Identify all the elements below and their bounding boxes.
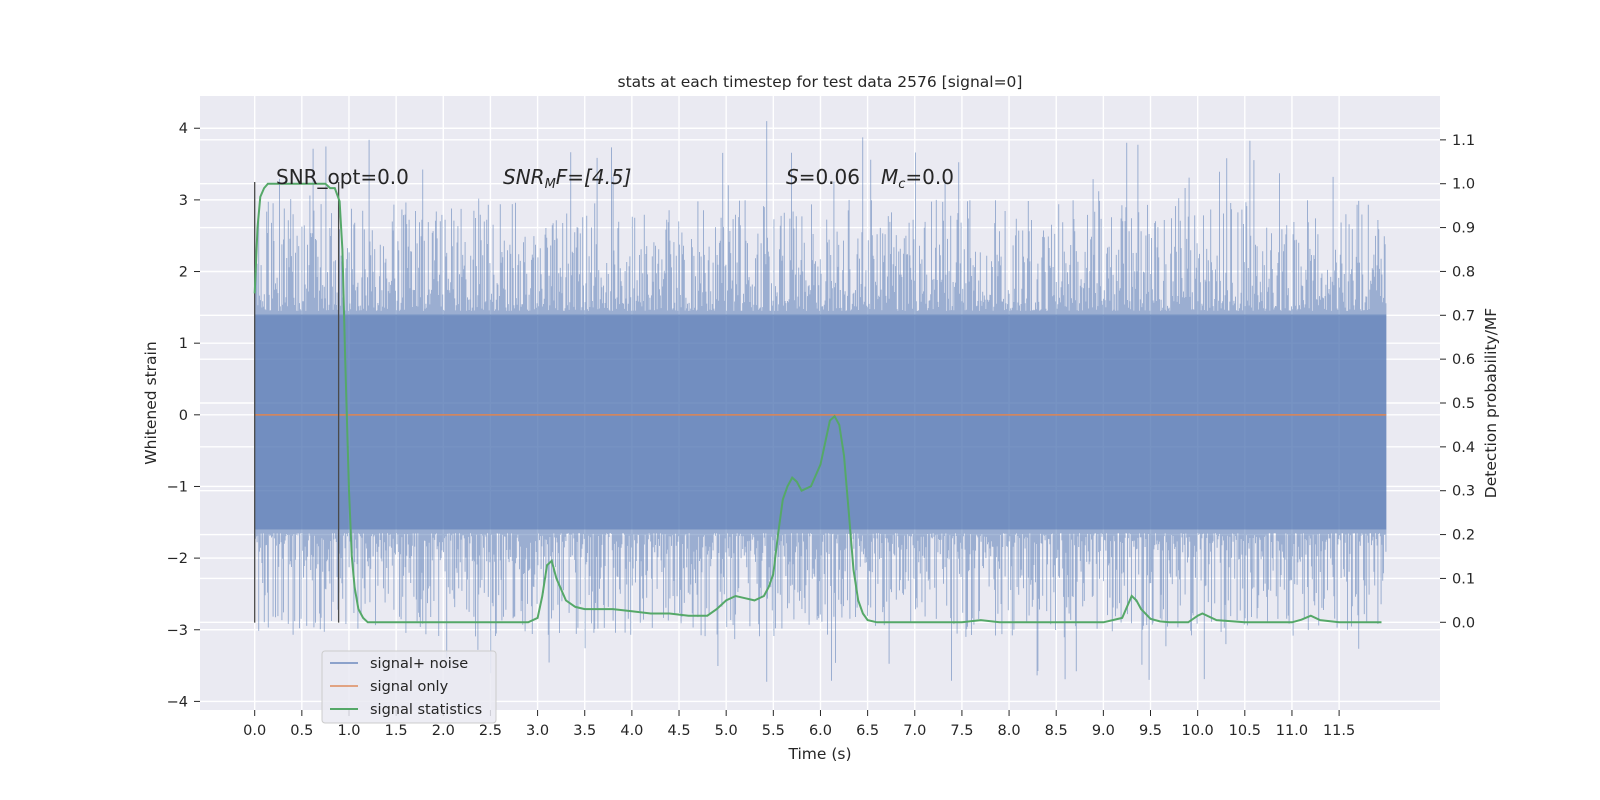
right-tick-label: 0.7: [1452, 308, 1475, 324]
annotation-snr-opt: SNR_opt=0.0: [276, 165, 409, 189]
annotation-mc: Mc=0.0: [881, 165, 954, 192]
signal-statistics-line: [253, 182, 1382, 624]
x-tick-label: 3.5: [573, 723, 596, 739]
legend-box: [321, 650, 497, 724]
x-tick-label: 2.5: [479, 723, 502, 739]
right-y-ticks: 1.1 1.0 0.9 0.8 0.7 0.6 0.5 0.4 0.3 0.2 0.1 0.0: [1440, 133, 1475, 631]
x-tick-label: 8.0: [998, 723, 1021, 739]
chart-title: stats at each timestep for test data 257…: [618, 73, 1023, 91]
left-tick-label: −2: [167, 551, 188, 567]
x-tick-label: 10.0: [1182, 723, 1214, 739]
noise-series: [254, 121, 1387, 682]
annotation-s: S=0.06: [786, 165, 860, 189]
left-y-ticks: 4 3 2 1 0 −1 −2 −3 −4: [167, 121, 200, 710]
right-tick-label: 0.6: [1452, 352, 1475, 368]
x-tick-label: 7.5: [950, 723, 973, 739]
x-tick-label: 3.0: [526, 723, 549, 739]
x-tick-label: 4.5: [667, 723, 690, 739]
left-tick-label: −3: [167, 623, 188, 639]
right-tick-label: 0.9: [1452, 221, 1475, 237]
legend: signal+ noise signal only signal statist…: [321, 650, 497, 724]
annotation-snr-mf-rest: F=[4.5]: [556, 165, 632, 189]
x-tick-label: 1.5: [385, 723, 408, 739]
legend-label-stat: signal statistics: [370, 702, 482, 718]
left-tick-label: 1: [179, 336, 188, 352]
annotation-mc-var: M: [881, 165, 898, 189]
x-tick-label: 7.0: [903, 723, 926, 739]
x-tick-label: 5.0: [715, 723, 738, 739]
right-tick-label: 0.2: [1452, 528, 1475, 544]
annotation-mc-sub: c: [898, 177, 905, 192]
annotation-snr-mf-sub: M: [545, 177, 556, 192]
x-tick-label: 0.0: [243, 723, 266, 739]
right-tick-label: 0.0: [1452, 615, 1475, 631]
right-tick-label: 0.4: [1452, 440, 1475, 456]
x-tick-label: 11.5: [1323, 723, 1355, 739]
annotation-s-var: S: [786, 165, 799, 189]
right-tick-label: 0.8: [1452, 264, 1475, 280]
x-ticks: 0.0 0.5 1.0 1.5 2.0 2.5 3.0 3.5 4.0 4.5 5.0 5.5 6.0 6…: [243, 710, 1355, 739]
x-tick-label: 10.5: [1229, 723, 1261, 739]
left-tick-label: −1: [167, 479, 188, 495]
x-tick-label: 6.5: [856, 723, 879, 739]
x-tick-label: 0.5: [290, 723, 313, 739]
annotation-s-value: =0.06: [799, 165, 860, 189]
left-tick-label: 4: [179, 121, 188, 137]
x-tick-label: 8.5: [1045, 723, 1068, 739]
annotation-snr-mf: SNRMF=[4.5]: [503, 165, 631, 192]
left-tick-label: −4: [167, 694, 188, 710]
left-y-axis-label: Whitened strain: [142, 341, 160, 464]
right-tick-label: 0.1: [1452, 571, 1475, 587]
left-tick-label: 0: [179, 408, 188, 424]
x-tick-label: 9.0: [1092, 723, 1115, 739]
x-tick-label: 5.5: [762, 723, 785, 739]
x-tick-label: 11.0: [1276, 723, 1308, 739]
annotation-mc-value: =0.0: [905, 165, 954, 189]
legend-label-noise: signal+ noise: [370, 656, 468, 672]
right-tick-label: 1.0: [1452, 177, 1475, 193]
annotation-snr-mf-var: SNR: [503, 165, 545, 189]
left-tick-label: 3: [179, 193, 188, 209]
right-tick-label: 0.5: [1452, 396, 1475, 412]
left-tick-label: 2: [179, 265, 188, 281]
x-axis-label: Time (s): [787, 745, 851, 763]
right-tick-label: 0.3: [1452, 484, 1475, 500]
right-y-axis-label: Detection probability/MF: [1482, 308, 1500, 499]
x-tick-label: 1.0: [337, 723, 360, 739]
right-tick-label: 1.1: [1452, 133, 1475, 149]
x-tick-label: 2.0: [432, 723, 455, 739]
x-tick-label: 9.5: [1139, 723, 1162, 739]
x-tick-label: 6.0: [809, 723, 832, 739]
legend-label-signal: signal only: [370, 679, 449, 695]
x-tick-label: 4.0: [620, 723, 643, 739]
